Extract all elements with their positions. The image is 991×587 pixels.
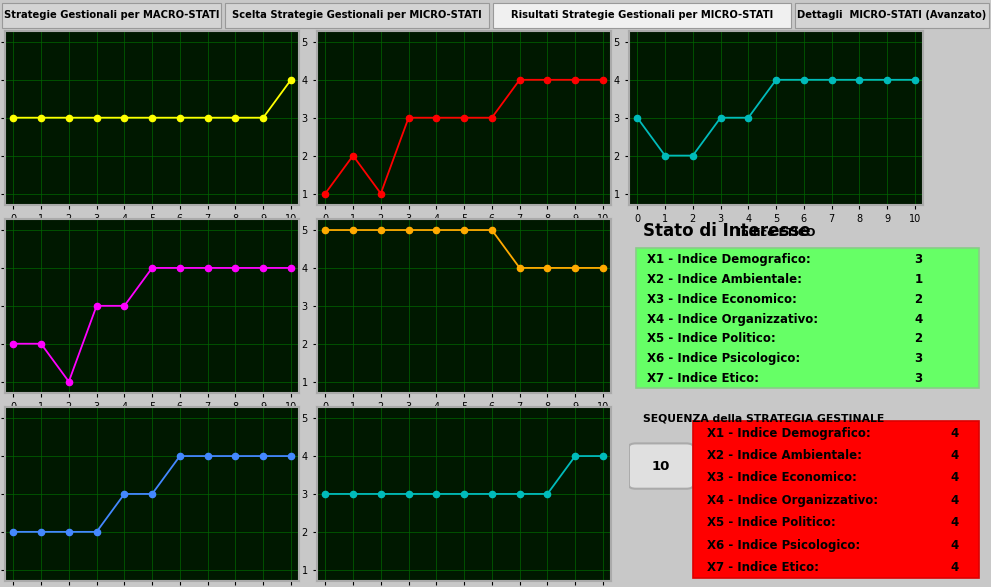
Text: 1: 1 [915,273,923,286]
Text: 4: 4 [950,427,958,440]
Text: X5 - Indice Politico:: X5 - Indice Politico: [708,516,836,529]
Text: X6 - Indice Psicologico:: X6 - Indice Psicologico: [647,352,800,365]
Text: 3: 3 [915,372,923,385]
Text: X1 - Indice Demografico:: X1 - Indice Demografico: [708,427,871,440]
X-axis label: Indice AMBIENTALE: Indice AMBIENTALE [404,228,524,238]
X-axis label: Indice ETICO: Indice ETICO [737,228,816,238]
Text: 2: 2 [915,332,923,346]
Text: Stato di Interesse: Stato di Interesse [643,221,811,239]
X-axis label: Indice ECONOMICO: Indice ECONOMICO [93,416,211,426]
Text: X7 - Indice Etico:: X7 - Indice Etico: [647,372,759,385]
FancyBboxPatch shape [493,3,791,28]
Text: 4: 4 [915,312,923,326]
Text: X4 - Indice Organizzativo:: X4 - Indice Organizzativo: [708,494,879,507]
Text: Dettagli  MICRO-STATI (Avanzato): Dettagli MICRO-STATI (Avanzato) [798,9,986,19]
FancyBboxPatch shape [795,3,989,28]
FancyBboxPatch shape [225,3,489,28]
Text: X3 - Indice Economico:: X3 - Indice Economico: [708,471,857,484]
Text: 4: 4 [950,539,958,552]
Text: X7 - Indice Etico:: X7 - Indice Etico: [708,561,820,574]
Text: X5 - Indice Politico:: X5 - Indice Politico: [647,332,776,346]
FancyBboxPatch shape [636,248,979,388]
Text: 4: 4 [950,494,958,507]
Text: SEQUENZA della STRATEGIA GESTINALE: SEQUENZA della STRATEGIA GESTINALE [643,414,884,424]
Text: X3 - Indice Economico:: X3 - Indice Economico: [647,292,797,306]
Text: X1 - Indice Demografico:: X1 - Indice Demografico: [647,253,811,266]
Text: Scelta Strategie Gestionali per MICRO-STATI: Scelta Strategie Gestionali per MICRO-ST… [232,9,482,19]
FancyBboxPatch shape [694,421,979,578]
Text: 4: 4 [950,471,958,484]
Text: X6 - Indice Psicologico:: X6 - Indice Psicologico: [708,539,861,552]
Text: X2 - Indice Ambientale:: X2 - Indice Ambientale: [708,449,862,462]
Text: X2 - Indice Ambientale:: X2 - Indice Ambientale: [647,273,802,286]
Text: 2: 2 [915,292,923,306]
Text: 3: 3 [915,352,923,365]
Text: Strategie Gestionali per MACRO-STATI: Strategie Gestionali per MACRO-STATI [4,9,219,19]
Text: 10: 10 [652,460,670,473]
Text: 4: 4 [950,516,958,529]
FancyBboxPatch shape [629,443,694,489]
FancyBboxPatch shape [2,3,221,28]
Text: 4: 4 [950,561,958,574]
Text: 4: 4 [950,449,958,462]
Text: Risultati Strategie Gestionali per MICRO-STATI: Risultati Strategie Gestionali per MICRO… [510,9,773,19]
X-axis label: Indice DEMOGRAFICO: Indice DEMOGRAFICO [85,228,219,238]
Text: 3: 3 [915,253,923,266]
Text: X4 - Indice Organizzativo:: X4 - Indice Organizzativo: [647,312,818,326]
X-axis label: Indice ORGANIZZATVO: Indice ORGANIZZATVO [394,416,534,426]
